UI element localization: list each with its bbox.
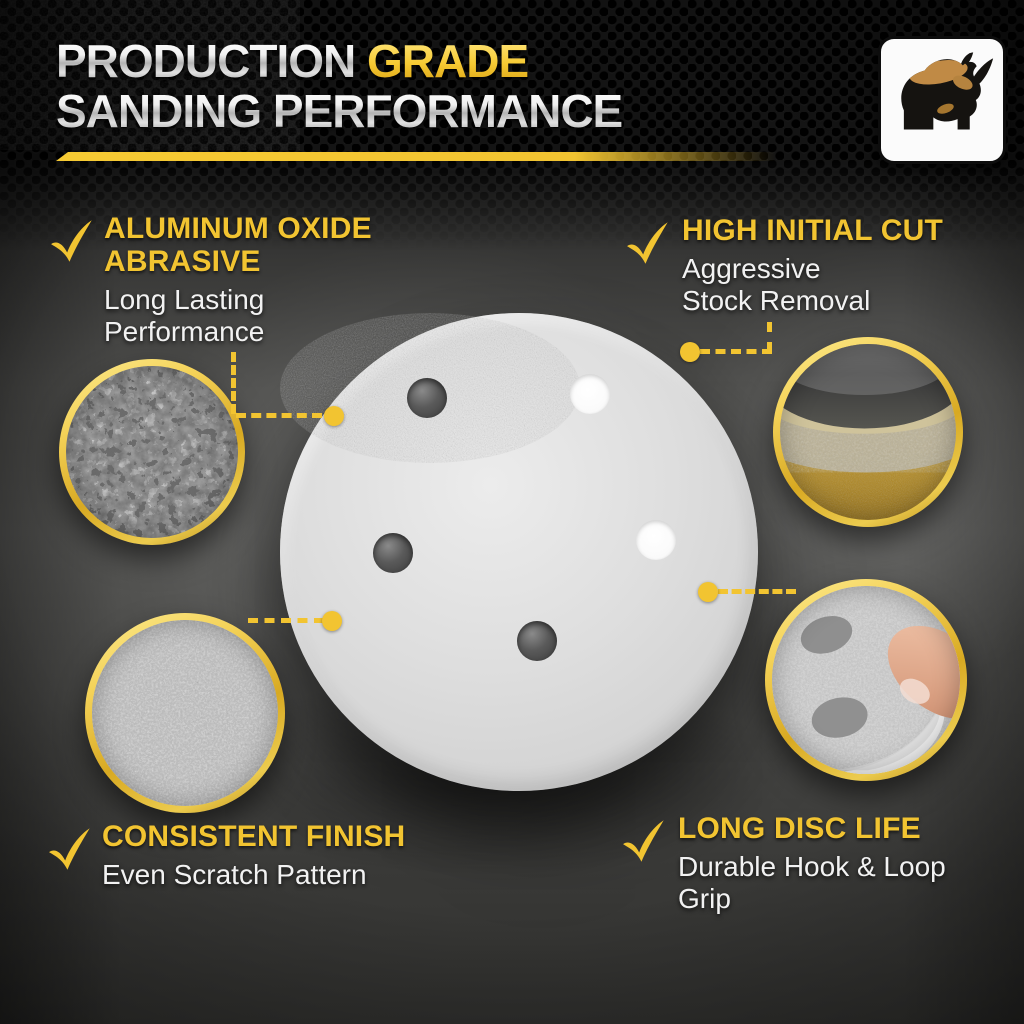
check-icon — [627, 222, 668, 264]
disc-hole — [373, 533, 413, 573]
check-icon — [623, 820, 664, 862]
title-line2: SANDING PERFORMANCE — [56, 85, 623, 137]
callout-dot-finish — [322, 611, 342, 631]
feature-consistent-finish: CONSISTENT FINISH Even Scratch Pattern — [46, 820, 405, 891]
callout-line-abrasive-vertical — [231, 352, 236, 414]
feature-sub-line: Long Lasting — [104, 284, 265, 315]
page-title: PRODUCTION GRADE SANDING PERFORMANCE — [56, 35, 623, 137]
feature-heading-line: ABRASIVE — [104, 245, 261, 278]
title-line1-white: PRODUCTION — [56, 35, 356, 87]
callout-dot-life — [698, 582, 718, 602]
feature-sub-line: Grip — [678, 883, 731, 914]
feature-heading-line: CONSISTENT FINISH — [102, 820, 406, 853]
callout-line-abrasive — [236, 413, 322, 418]
fine-grain-texture — [92, 620, 278, 806]
feature-heading-line: ALUMINUM OXIDE — [104, 212, 372, 245]
callout-dot-cut — [680, 342, 700, 362]
feature-heading-line: LONG DISC LIFE — [678, 812, 921, 845]
feature-sub-line: Stock Removal — [682, 285, 871, 316]
feature-sub-line: Even Scratch Pattern — [102, 859, 367, 890]
callout-line-life — [718, 589, 796, 594]
disc-hole — [517, 621, 557, 661]
title-line1-yellow: GRADE — [367, 35, 529, 87]
rhino-icon — [901, 52, 994, 130]
check-icon — [49, 828, 90, 870]
feature-sub-line: Durable Hook & Loop — [678, 851, 946, 882]
sanding-action-photo — [780, 344, 956, 520]
sanding-disc — [280, 313, 758, 791]
check-icon — [51, 220, 92, 262]
feature-sub-line: Aggressive — [682, 253, 821, 284]
feature-sub-line: Performance — [104, 316, 265, 347]
callout-dot-abrasive — [324, 406, 344, 426]
callout-line-finish — [248, 618, 324, 623]
callout-line-cut-vertical — [767, 322, 772, 352]
disc-hole — [570, 374, 610, 414]
inset-hook-loop-backing — [765, 579, 967, 781]
inset-sanding-action — [773, 337, 963, 527]
inset-finish-closeup — [85, 613, 285, 813]
callout-line-cut — [700, 349, 772, 354]
feature-high-initial-cut: HIGH INITIAL CUT Aggressive Stock Removal — [624, 214, 943, 317]
rhino-logo — [878, 36, 1006, 164]
disc-hole — [636, 520, 676, 560]
hook-loop-photo — [772, 586, 960, 774]
inset-abrasive-closeup — [59, 359, 245, 545]
title-underline — [56, 152, 776, 161]
feature-heading-line: HIGH INITIAL CUT — [682, 214, 943, 247]
coarse-grain-texture — [66, 366, 238, 538]
disc-hole — [407, 378, 447, 418]
feature-long-disc-life: LONG DISC LIFE Durable Hook & Loop Grip — [620, 812, 946, 915]
feature-aluminum-oxide: ALUMINUM OXIDE ABRASIVE Long Lasting Perfo… — [48, 212, 372, 348]
